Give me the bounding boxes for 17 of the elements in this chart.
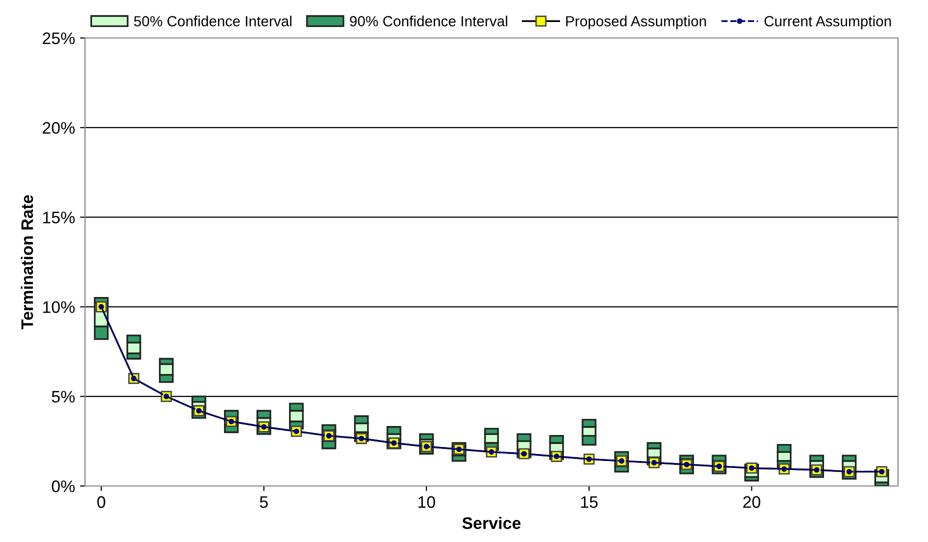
y-tick-label: 20% — [42, 122, 75, 134]
x-tick-label: 20 — [743, 496, 760, 508]
x-tick-label: 10 — [418, 496, 436, 508]
y-tick-label: 5% — [52, 390, 75, 403]
x-tick-label: 0 — [97, 496, 106, 508]
y-tick-label: 25% — [42, 32, 75, 44]
y-tick-label: 15% — [43, 212, 75, 224]
x-tick-label: 5 — [260, 496, 268, 508]
legend-label: Proposed Assumption — [566, 16, 706, 30]
legend-label: 50% Confidence Interval — [134, 16, 292, 26]
x-tick-label: 15 — [581, 496, 598, 508]
legend-label: 90% Confidence Interval — [350, 16, 508, 26]
y-tick-label: 10% — [43, 301, 75, 314]
x-axis-title: Service — [462, 516, 521, 530]
y-tick-label: 0% — [52, 480, 75, 492]
y-axis-title: Termination Rate — [20, 195, 34, 330]
legend-label: Current Assumption — [764, 16, 891, 30]
